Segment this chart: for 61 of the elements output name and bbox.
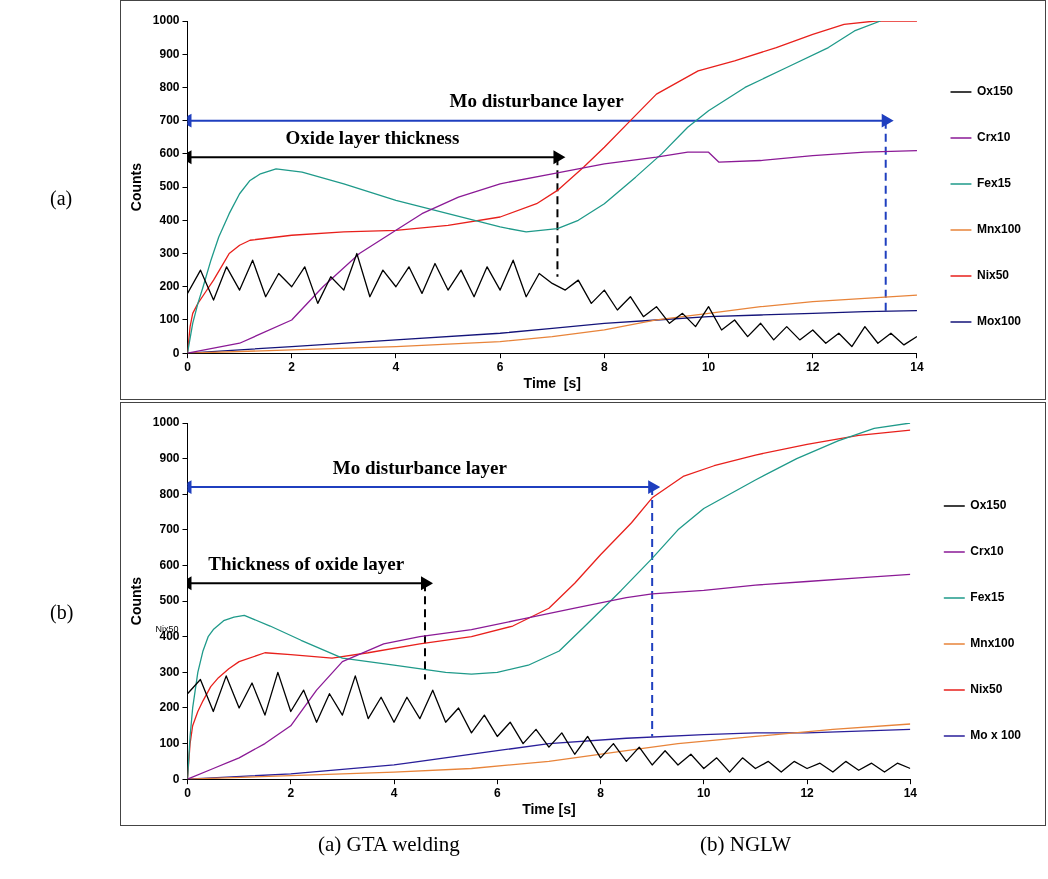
legend-label: Mnx100 [976, 222, 1022, 237]
legend-label: Mox100 [976, 314, 1022, 329]
x-tick-label: 0 [184, 785, 192, 800]
x-tick-label: 4 [392, 359, 400, 374]
y-tick-label: 500 [159, 179, 180, 194]
x-tick-label: 6 [496, 359, 504, 374]
legend-label: Ox150 [976, 84, 1014, 99]
legend-label: Fex15 [976, 176, 1012, 191]
y-tick-label: 0 [172, 345, 180, 360]
y-tick-label: 800 [159, 79, 180, 94]
y-tick-label: 400 [159, 212, 180, 227]
y-axis-title: Counts [128, 576, 145, 626]
annotation: Mo disturbance layer [449, 90, 625, 112]
x-tick-label: 12 [806, 359, 820, 374]
y-tick-label: 800 [159, 486, 180, 501]
x-tick-label: 12 [800, 785, 815, 800]
y-tick-label: 100 [159, 735, 180, 750]
y-tick-label: 200 [159, 700, 180, 715]
y-tick-label: 900 [159, 46, 180, 61]
y-tick-label: 0 [172, 771, 180, 786]
text: (a) GTA welding [318, 832, 460, 857]
y-tick-label: 300 [159, 664, 180, 679]
x-tick-label: 2 [288, 359, 296, 374]
legend-label: Fex15 [970, 590, 1005, 605]
x-axis-title: Time [s] [522, 801, 576, 818]
x-tick-label: 8 [601, 359, 608, 374]
annotation: Oxide layer thickness [285, 126, 460, 148]
annotation: Thickness of oxide layer [208, 552, 405, 574]
y-tick-label: 900 [159, 450, 180, 465]
y-tick-label: 500 [159, 593, 180, 608]
y-tick-label: 100 [159, 312, 180, 327]
y-axis-title: Counts [128, 162, 145, 212]
legend-label: Nix50 [970, 682, 1003, 697]
x-tick-label: 6 [493, 785, 501, 800]
legend-label: Crx10 [976, 130, 1011, 145]
y-tick-label: 700 [159, 112, 180, 127]
x-tick-label: 2 [287, 785, 295, 800]
annotation: Mo disturbance layer [332, 456, 508, 478]
x-tick-label: 10 [697, 785, 711, 800]
y-tick-label: 200 [159, 279, 180, 294]
legend-label: Ox150 [970, 498, 1007, 513]
legend-label: Mo x 100 [970, 728, 1022, 743]
x-axis-title: Time [s] [523, 375, 581, 392]
x-tick-label: 8 [597, 785, 605, 800]
x-tick-label: 10 [701, 359, 716, 374]
x-tick-label: 4 [390, 785, 398, 800]
legend-label: Crx10 [970, 544, 1004, 559]
y-tick-label: 1000 [152, 415, 180, 430]
legend-label: Nix50 [976, 268, 1010, 283]
y-tick-label: 600 [159, 146, 180, 161]
text: (b) [50, 601, 74, 624]
y-tick-label: 300 [159, 245, 180, 260]
legend-label: Mnx100 [970, 636, 1015, 651]
x-tick-label: 0 [184, 359, 192, 374]
text: (b) NGLW [700, 832, 792, 857]
text: (a) [50, 187, 73, 210]
x-tick-label: 14 [910, 359, 924, 374]
y-tick-label: 700 [159, 522, 180, 537]
x-tick-label: 14 [903, 785, 918, 800]
y-tick-label: 600 [159, 557, 180, 572]
y-tick-label: 1000 [152, 13, 180, 28]
